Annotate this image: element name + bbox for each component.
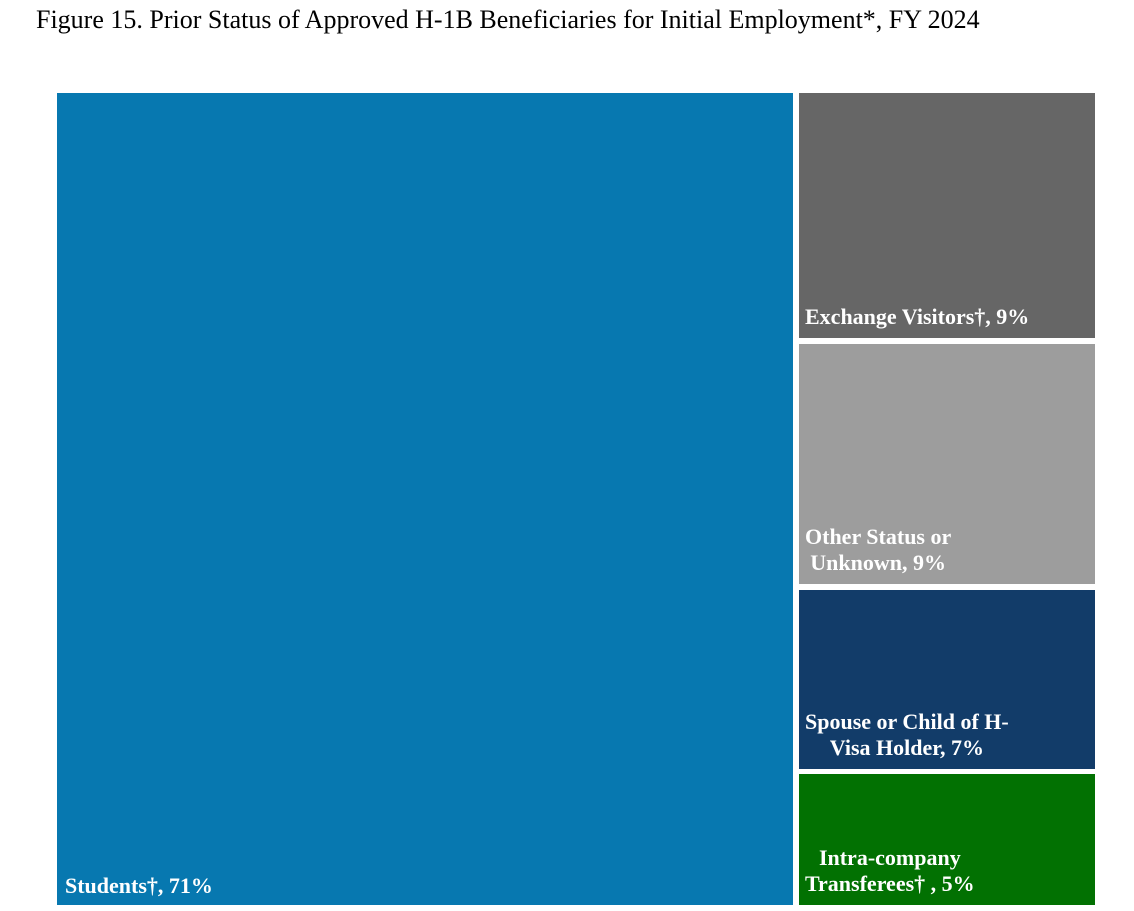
tile-label-exchange-visitors: Exchange Visitors†, 9% — [805, 304, 1030, 330]
treemap-tile-students: Students†, 71% — [57, 93, 793, 905]
treemap-tile-other-status-or-unknown: Other Status or Unknown, 9% — [799, 344, 1095, 584]
tile-label-students: Students†, 71% — [65, 873, 213, 899]
treemap-tile-spouse-or-child-of-h-visa-holder: Spouse or Child of H- Visa Holder, 7% — [799, 590, 1095, 769]
figure-title: Figure 15. Prior Status of Approved H-1B… — [36, 5, 980, 34]
tile-label-intra-company-transferees: Intra-company Transferees† , 5% — [805, 845, 975, 897]
treemap-tile-intra-company-transferees: Intra-company Transferees† , 5% — [799, 774, 1095, 905]
treemap-tile-exchange-visitors: Exchange Visitors†, 9% — [799, 93, 1095, 338]
tile-label-spouse-or-child-of-h-visa-holder: Spouse or Child of H- Visa Holder, 7% — [805, 709, 1009, 761]
tile-label-other-status-or-unknown: Other Status or Unknown, 9% — [805, 524, 952, 576]
